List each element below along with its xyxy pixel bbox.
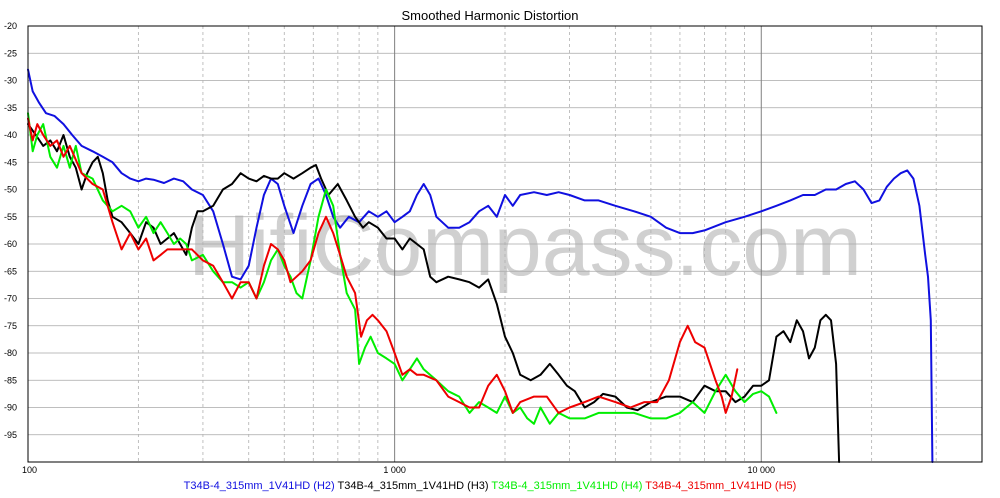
chart-title: Smoothed Harmonic Distortion	[401, 8, 578, 23]
plot-border	[27, 25, 983, 463]
y-tick-label: -30	[4, 76, 17, 86]
y-tick-label: -25	[4, 48, 17, 58]
x-tick-label: 100	[22, 465, 37, 475]
y-tick-label: -70	[4, 294, 17, 304]
legend: T34B-4_315mm_1V41HD (H2) T34B-4_315mm_1V…	[184, 480, 797, 492]
y-tick-label: -75	[4, 321, 17, 331]
y-tick-label: -80	[4, 348, 17, 358]
y-axis-tick-labels: -20 -25 -30 -35 -40 -45 -50 -55 -60 -65 -70 -75 -80 -…	[4, 21, 17, 440]
legend-entry-4: T34B-4_315mm_1V41HD (H5)	[642, 480, 796, 492]
x-tick-label: 1 000	[383, 465, 406, 475]
y-tick-label: -55	[4, 212, 17, 222]
x-tick-label: 10 000	[747, 465, 775, 475]
y-tick-label: -65	[4, 266, 17, 276]
y-tick-label: -60	[4, 239, 17, 249]
series-line-3	[27, 112, 778, 425]
series-line-4	[27, 117, 739, 414]
series-line-2	[27, 123, 841, 463]
y-tick-label: -40	[4, 130, 17, 140]
legend-entry-2: T34B-4_315mm_1V41HD (H3)	[335, 480, 489, 492]
series-line-1	[27, 68, 934, 463]
series-layer	[27, 68, 934, 463]
y-tick-label: -35	[4, 103, 17, 113]
y-tick-label: -45	[4, 157, 17, 167]
legend-entry-3: T34B-4_315mm_1V41HD (H4)	[489, 480, 643, 492]
legend-entry-1: T34B-4_315mm_1V41HD (H2)	[184, 480, 335, 492]
y-tick-label: -90	[4, 403, 17, 413]
x-axis-tick-labels: 100 1 000 10 000	[22, 465, 775, 475]
y-tick-label: -50	[4, 185, 17, 195]
y-tick-label: -85	[4, 375, 17, 385]
y-tick-label: -95	[4, 430, 17, 440]
y-tick-label: -20	[4, 21, 17, 31]
